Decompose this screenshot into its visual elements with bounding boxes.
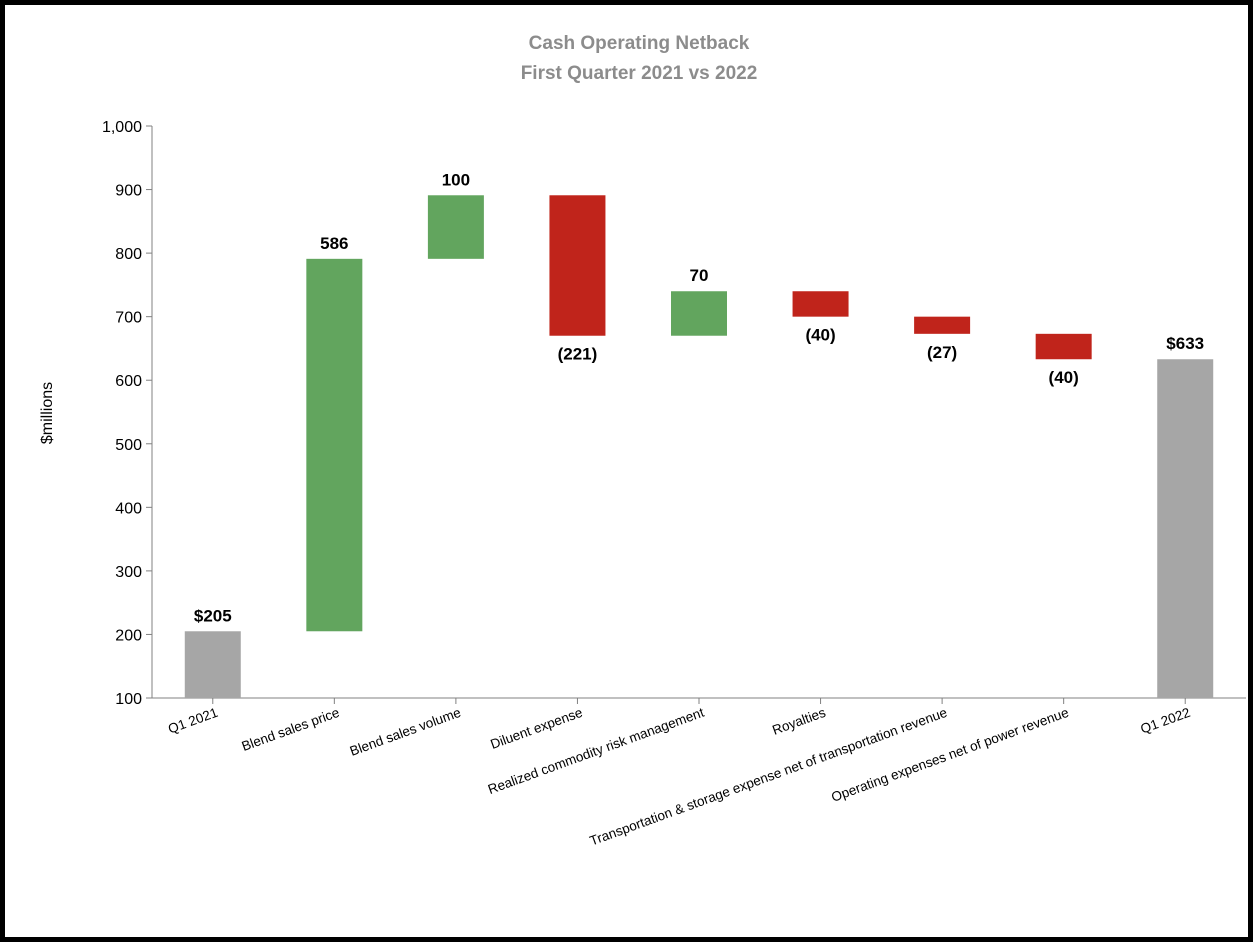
x-category-label: Operating expenses net of power revenue [829,705,1070,805]
data-labels: $205 586 100 (221) 70 (40) (27) (40) $633 [194,170,1204,625]
data-label: (27) [927,343,957,362]
y-tick-label: 700 [115,310,142,327]
x-category-label: Royalties [770,705,828,738]
x-category-label: Diluent expense [488,705,584,752]
bar-decrease [914,316,971,334]
y-tick-label: 900 [115,183,142,200]
y-tick-label: 200 [115,627,142,644]
y-tick-label: 600 [115,373,142,390]
bar-decrease [792,291,849,317]
bar-decrease [549,195,606,336]
y-tick-label: 500 [115,437,142,454]
chart-title: Cash Operating Netback [529,33,750,54]
data-label: $205 [194,606,232,625]
data-label: 100 [442,170,470,189]
chart-subtitle: First Quarter 2021 vs 2022 [521,63,758,84]
data-label: 70 [690,266,709,285]
y-tick-label: 300 [115,564,142,581]
x-category-label: Blend sales price [240,705,342,754]
x-category-label: Realized commodity risk management [486,705,706,797]
y-tick-label: 100 [115,691,142,708]
x-category-label: Blend sales volume [348,705,463,759]
bar-increase [671,291,727,336]
bar-total [184,631,241,698]
data-label: (221) [558,345,598,364]
data-label: 586 [320,234,348,253]
bar-total [1157,359,1214,698]
y-tick-label: 400 [115,500,142,517]
bar-decrease [1035,333,1092,360]
x-category-label: Q1 2021 [166,705,220,737]
data-label: $633 [1166,334,1204,353]
bar-increase [306,258,363,632]
x-category-label: Q1 2022 [1138,705,1192,737]
y-axis: 100 200 300 400 500 600 700 800 900 1,000 [102,119,153,708]
y-tick-label: 800 [115,246,142,263]
y-axis-title: $millions [39,382,56,444]
data-label: (40) [1049,368,1079,387]
x-axis: Q1 2021 Blend sales price Blend sales volu… [152,697,1246,849]
bar-increase [427,195,484,259]
data-label: (40) [805,326,835,345]
y-tick-label: 1,000 [102,119,142,136]
bars [184,195,1214,698]
